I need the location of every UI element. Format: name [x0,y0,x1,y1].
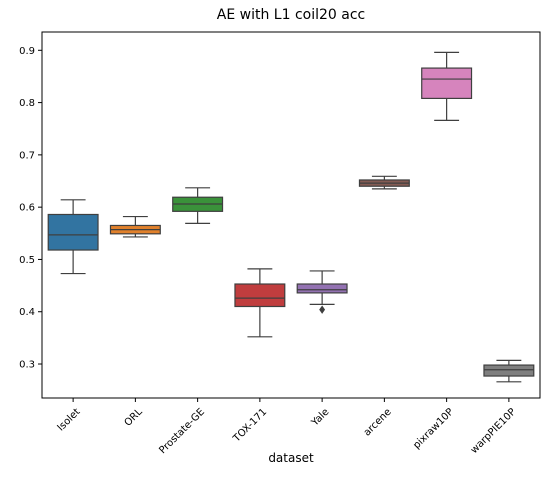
box-iqr [296,283,348,294]
box-yale [296,270,348,314]
box-prostate-ge [172,187,224,224]
y-tick-label: 0.9 [19,46,35,57]
y-tick-label: 0.5 [19,255,35,266]
x-axis-label: dataset [268,451,314,465]
box-isolet [47,199,99,275]
box-iqr [483,364,535,377]
x-tick-label: warpPIE10P [469,407,518,456]
box-iqr [421,67,473,100]
y-tick-label: 0.8 [19,98,35,109]
box-arcene [358,175,410,190]
box-tox-171 [234,268,286,338]
x-tick-label: Isolet [56,407,83,434]
outlier-point [319,305,326,314]
y-tick-label: 0.7 [19,150,35,161]
x-tick-label: Prostate-GE [157,407,207,457]
y-tick-label: 0.3 [19,360,35,371]
box-iqr [47,213,99,251]
chart-title: AE with L1 coil20 acc [217,7,365,23]
x-tick-label: pixraw10P [411,407,456,452]
box-pixraw10p [421,51,473,121]
box-orl [109,215,161,238]
box-iqr [234,283,286,308]
x-tick-label: ORL [123,406,145,428]
y-tick-label: 0.4 [19,307,35,318]
box-warppie10p [483,359,535,383]
plot-area [47,51,535,383]
x-tick-label: arcene [362,407,394,439]
y-tick-label: 0.6 [19,203,35,214]
plot-frame [41,31,541,399]
x-tick-label: Yale [309,407,331,429]
x-tick-label: TOX-171 [231,407,269,445]
